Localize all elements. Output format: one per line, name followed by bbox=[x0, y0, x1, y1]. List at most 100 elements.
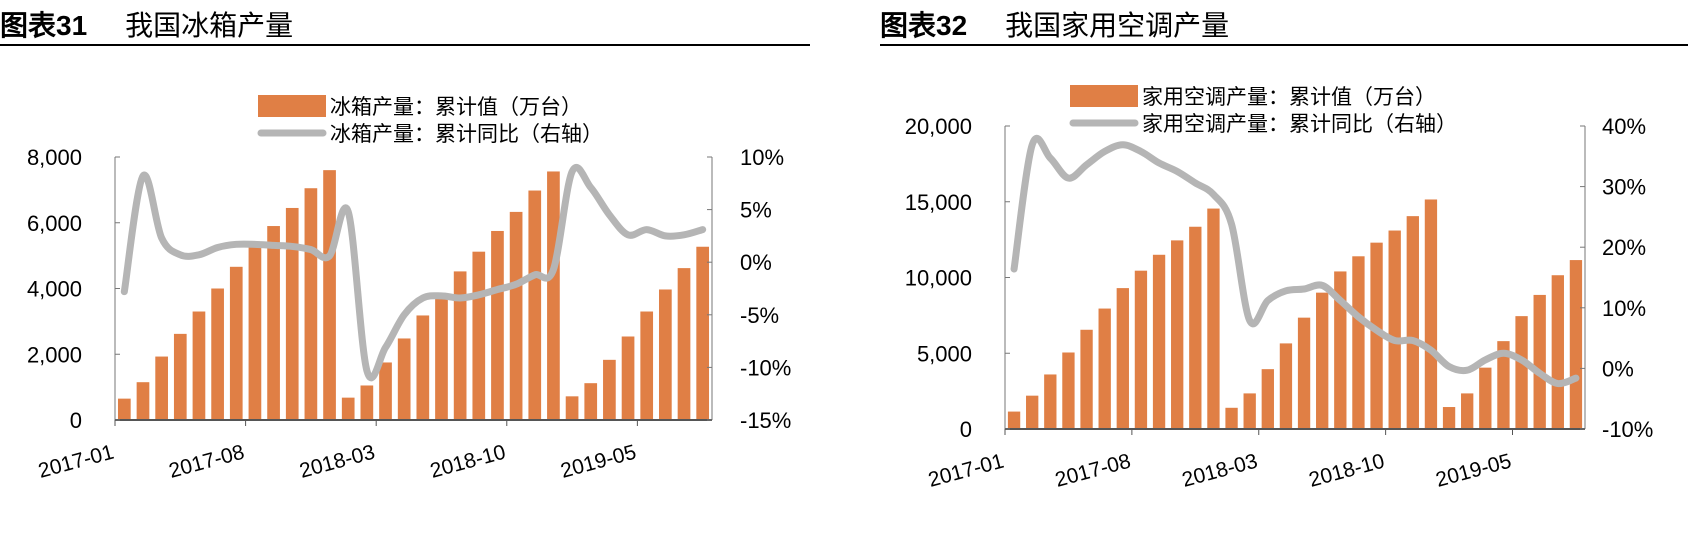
bar-2018-07 bbox=[1334, 271, 1347, 429]
left-tick-label: 0 bbox=[70, 408, 82, 433]
bar-2018-08 bbox=[472, 251, 486, 420]
right-tick-label: -10% bbox=[1602, 417, 1653, 442]
legend-line-label: 家用空调产量：累计同比（右轴） bbox=[1142, 113, 1457, 136]
left-tick-label: 5,000 bbox=[917, 341, 972, 366]
bar-2019-07 bbox=[677, 268, 691, 420]
right-tick-label: 0% bbox=[740, 250, 772, 275]
bar-2019-01 bbox=[1442, 407, 1456, 429]
bar-2018-10 bbox=[509, 211, 523, 420]
bar-2017-08 bbox=[248, 245, 262, 420]
bar-2018-02 bbox=[1243, 393, 1256, 429]
bar-2019-07 bbox=[1551, 275, 1564, 429]
bar-2019-06 bbox=[1533, 294, 1546, 429]
bar-2019-02 bbox=[584, 383, 598, 420]
left-tick-label: 15,000 bbox=[905, 190, 972, 215]
x-tick-label: 2018-10 bbox=[1307, 450, 1387, 492]
bar-2018-05 bbox=[1297, 317, 1311, 429]
bar-2017-04 bbox=[1062, 352, 1075, 429]
bar-2018-06 bbox=[1316, 292, 1329, 429]
bar-2017-05 bbox=[192, 311, 206, 420]
bar-2017-09 bbox=[267, 226, 280, 420]
x-tick-label: 2017-08 bbox=[166, 441, 246, 483]
chart-refrigerator: 0 2,000 4,000 6,000 8,000 -15% -10% -5% 0% 5% 10% 2… bbox=[27, 95, 791, 483]
bar-2018-12 bbox=[1424, 199, 1438, 429]
bar-2017-05 bbox=[1080, 329, 1093, 429]
x-tick-label: 2018-10 bbox=[428, 441, 508, 483]
chart-title: 我国冰箱产量 bbox=[125, 10, 294, 41]
bar-2017-06 bbox=[211, 288, 224, 420]
yoy-line bbox=[120, 163, 707, 382]
right-tick-label: -15% bbox=[740, 408, 791, 433]
bar-2017-10 bbox=[285, 207, 299, 420]
bar-2017-06 bbox=[1098, 308, 1111, 429]
bar-2019-05 bbox=[1515, 316, 1528, 429]
title-divider bbox=[0, 44, 810, 46]
x-tick-label: 2017-01 bbox=[36, 441, 116, 483]
bar-2017-07 bbox=[229, 266, 243, 420]
x-tick-label: 2019-05 bbox=[1433, 450, 1513, 492]
bar-2017-09 bbox=[1152, 254, 1166, 429]
bar-2018-04 bbox=[1279, 343, 1293, 429]
bar-2018-09 bbox=[1370, 242, 1383, 429]
bar-2019-03 bbox=[603, 359, 616, 420]
legend-bar-swatch bbox=[258, 95, 326, 117]
bar-2017-03 bbox=[155, 356, 168, 420]
left-tick-label: 6,000 bbox=[27, 211, 82, 236]
bar-2017-12 bbox=[323, 170, 336, 420]
figure-label: 图表32 bbox=[880, 10, 968, 41]
figure-title: 图表31 我国冰箱产量 bbox=[0, 4, 293, 44]
yoy-line bbox=[1010, 134, 1580, 388]
right-tick-label: -5% bbox=[740, 303, 779, 328]
legend-bar-label: 家用空调产量：累计值（万台） bbox=[1142, 86, 1436, 109]
bar-2017-08 bbox=[1134, 270, 1148, 429]
bar-2018-02 bbox=[360, 385, 374, 420]
left-tick-label: 8,000 bbox=[27, 145, 82, 170]
x-tick-label: 2017-01 bbox=[926, 450, 1006, 492]
bar-2017-07 bbox=[1116, 288, 1129, 429]
x-tick-label: 2018-03 bbox=[297, 441, 377, 483]
bar-2017-11 bbox=[304, 188, 318, 420]
legend-line-label: 冰箱产量：累计同比（右轴） bbox=[330, 123, 603, 146]
figure-label: 图表31 bbox=[0, 10, 88, 41]
right-tick-label: -10% bbox=[740, 355, 791, 380]
bar-2019-08 bbox=[1569, 260, 1583, 429]
title-divider bbox=[880, 44, 1688, 46]
bar-2018-10 bbox=[1388, 230, 1401, 429]
chart-air-conditioner: 0 5,000 10,000 15,000 20,000 -10% 0% 10% 20% 30% 4… bbox=[905, 85, 1653, 492]
left-tick-label: 10,000 bbox=[905, 266, 972, 291]
bar-2018-06 bbox=[435, 295, 448, 420]
bar-2018-09 bbox=[491, 230, 504, 420]
bar-2017-02 bbox=[136, 382, 150, 420]
bar-2017-10 bbox=[1171, 240, 1184, 429]
figure-title: 图表32 我国家用空调产量 bbox=[880, 4, 1229, 44]
bar-2018-11 bbox=[528, 190, 542, 420]
x-tick-label: 2018-03 bbox=[1180, 450, 1260, 492]
x-tick-label: 2017-08 bbox=[1053, 450, 1133, 492]
bar-2019-08 bbox=[696, 246, 710, 420]
legend-bar-swatch bbox=[1070, 85, 1138, 107]
left-tick-label: 2,000 bbox=[27, 342, 82, 367]
bar-2018-07 bbox=[453, 271, 467, 420]
right-tick-label: 10% bbox=[1602, 296, 1646, 321]
bar-2018-03 bbox=[379, 362, 392, 420]
left-tick-label: 0 bbox=[960, 417, 972, 442]
left-tick-label: 4,000 bbox=[27, 277, 82, 302]
bar-2019-06 bbox=[659, 289, 672, 420]
bar-2017-12 bbox=[1207, 208, 1220, 429]
bar-2018-05 bbox=[416, 315, 430, 420]
bar-2019-04 bbox=[1497, 341, 1510, 429]
right-tick-label: 40% bbox=[1602, 114, 1646, 139]
bar-2017-03 bbox=[1044, 374, 1057, 429]
bar-2017-11 bbox=[1189, 226, 1202, 429]
left-tick-label: 20,000 bbox=[905, 114, 972, 139]
bar-2017-01 bbox=[117, 398, 131, 420]
bar-2017-04 bbox=[173, 333, 187, 420]
right-tick-label: 0% bbox=[1602, 356, 1634, 381]
bar-2017-02 bbox=[1026, 395, 1039, 429]
right-tick-label: 5% bbox=[740, 198, 772, 223]
bar-2019-04 bbox=[621, 336, 635, 420]
chart-title: 我国家用空调产量 bbox=[1005, 10, 1230, 41]
bar-2019-02 bbox=[1461, 393, 1474, 429]
bar-2019-03 bbox=[1479, 367, 1492, 429]
right-tick-label: 20% bbox=[1602, 235, 1646, 260]
